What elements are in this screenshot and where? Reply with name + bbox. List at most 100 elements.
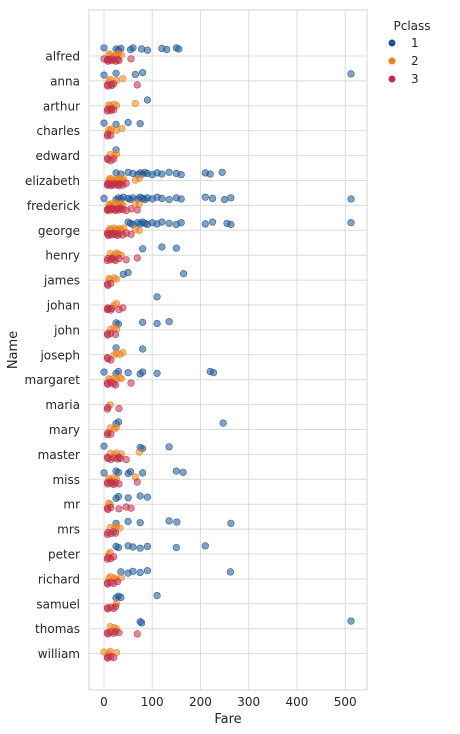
data-point [218, 168, 226, 176]
y-tick-label: joseph [39, 348, 80, 362]
x-tick-label: 0 [100, 695, 108, 709]
data-point [126, 468, 135, 476]
y-tick-label: thomas [35, 622, 80, 636]
y-tick-label: mary [49, 423, 80, 437]
data-point [122, 256, 130, 264]
y-axis-label: Name [6, 331, 21, 369]
data-point [165, 168, 173, 176]
data-point [112, 299, 121, 308]
data-point [201, 193, 209, 201]
y-tick-label: george [38, 224, 80, 238]
x-tick-label: 200 [189, 695, 212, 709]
data-point [112, 275, 121, 283]
data-points [100, 44, 355, 662]
data-point [173, 518, 181, 526]
y-tick-label: johan [46, 299, 80, 313]
y-tick-label: charles [37, 124, 80, 138]
data-point [133, 81, 141, 89]
y-tick-label: henry [45, 249, 80, 263]
y-tick-label: mrs [57, 523, 80, 537]
data-point [127, 55, 135, 63]
data-point [131, 99, 139, 108]
data-point [219, 419, 227, 427]
x-tick-label: 100 [141, 695, 164, 709]
legend-marker [388, 39, 396, 47]
data-point [113, 578, 122, 586]
data-point [115, 405, 123, 413]
data-point [117, 375, 125, 383]
data-point [138, 69, 147, 77]
x-tick-labels: 0 100 200 300 400 500 [100, 695, 356, 709]
data-point [110, 80, 118, 88]
data-point [206, 170, 214, 178]
data-point [177, 219, 185, 227]
data-point [138, 619, 146, 627]
data-point [129, 567, 137, 575]
y-tick-label: elizabeth [25, 174, 80, 188]
data-point [114, 493, 123, 501]
data-point [347, 195, 355, 203]
legend-label: 3 [411, 72, 419, 86]
data-point [165, 517, 173, 525]
data-point [179, 270, 188, 278]
data-point [115, 505, 123, 513]
data-point [227, 194, 235, 202]
y-tick-label: margaret [25, 373, 81, 387]
data-point [115, 56, 123, 65]
data-point [100, 119, 108, 127]
plot-area [88, 9, 368, 691]
data-point [115, 629, 123, 637]
data-point [153, 591, 161, 600]
data-point [107, 504, 115, 512]
x-axis-label: Fare [214, 712, 241, 727]
data-point [100, 44, 108, 52]
data-point [153, 319, 161, 328]
legend-title: Pclass [393, 19, 430, 33]
data-point [117, 593, 125, 602]
y-tick-label: samuel [36, 597, 80, 611]
y-tick-label: arthur [43, 99, 80, 113]
y-tick-label: william [38, 647, 80, 661]
x-tick-label: 300 [237, 695, 260, 709]
legend-label: 1 [411, 36, 419, 50]
x-tick-label: 500 [334, 695, 357, 709]
data-point [172, 244, 180, 252]
data-point [133, 630, 141, 638]
data-point [138, 345, 147, 353]
data-point [127, 504, 135, 512]
data-point [124, 517, 132, 526]
data-point [143, 493, 152, 501]
data-point [201, 220, 209, 228]
y-tick-label: richard [38, 572, 80, 586]
data-point [177, 171, 185, 179]
data-point [107, 279, 115, 288]
data-point [136, 519, 144, 527]
data-point [135, 448, 143, 456]
data-point [165, 196, 173, 204]
data-point [201, 542, 209, 550]
data-point [179, 468, 187, 476]
y-tick-label: frederick [27, 199, 80, 213]
data-point [347, 617, 355, 625]
y-tick-label: edward [35, 149, 80, 163]
data-point [107, 131, 115, 139]
data-point [133, 478, 141, 486]
data-point [158, 218, 166, 226]
y-tick-label: alfred [45, 50, 80, 64]
data-point [127, 205, 135, 213]
legend-marker [388, 75, 396, 83]
data-point [143, 542, 152, 551]
data-point [124, 369, 132, 377]
data-point [124, 494, 132, 502]
data-point [158, 243, 166, 251]
data-point [100, 442, 108, 450]
data-point [131, 70, 139, 79]
data-point [227, 220, 235, 229]
y-tick-label: mr [63, 498, 80, 512]
data-point [119, 304, 127, 312]
data-point [100, 71, 108, 79]
data-point [127, 230, 135, 238]
data-point [135, 226, 143, 235]
data-point [112, 69, 120, 77]
